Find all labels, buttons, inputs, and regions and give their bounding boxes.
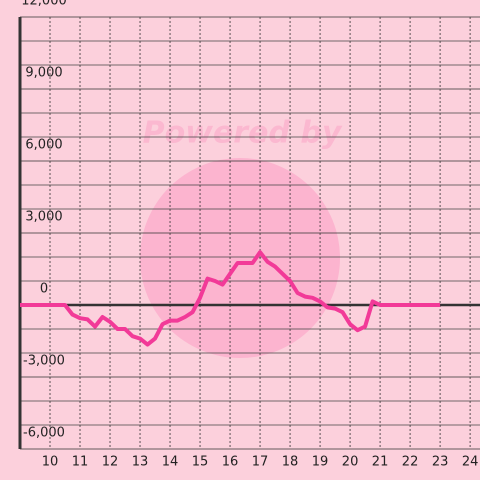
y-tick-label: 3,000 (25, 210, 62, 225)
x-tick-label: 11 (72, 455, 89, 470)
watermark: Powered by (143, 116, 343, 151)
x-tick-label: 15 (192, 455, 209, 470)
x-tick-label: 22 (402, 455, 419, 470)
x-tick-label: 12 (102, 455, 119, 470)
y-tick-label: -6,000 (23, 426, 65, 441)
line (20, 250, 441, 347)
x-tick-label: 16 (222, 455, 239, 470)
x-tick-label: 10 (42, 455, 59, 470)
y-tick-label: 0 (40, 282, 48, 297)
x-tick-label: 17 (252, 455, 269, 470)
y-tick-label: -3,000 (23, 354, 65, 369)
x-tick-label: 18 (282, 455, 299, 470)
x-tick-label: 24 (462, 455, 479, 470)
watermark-logo (140, 158, 340, 358)
y-tick-label: 12,000 (21, 0, 67, 9)
x-tick-label: 20 (342, 455, 359, 470)
x-tick-label: 14 (162, 455, 179, 470)
x-tick-label: 23 (432, 455, 449, 470)
x-tick-label: 13 (132, 455, 149, 470)
y-tick-label: 6,000 (25, 138, 62, 153)
y-tick-label: 9,000 (25, 66, 62, 81)
x-tick-label: 21 (372, 455, 389, 470)
x-tick-label: 19 (312, 455, 329, 470)
